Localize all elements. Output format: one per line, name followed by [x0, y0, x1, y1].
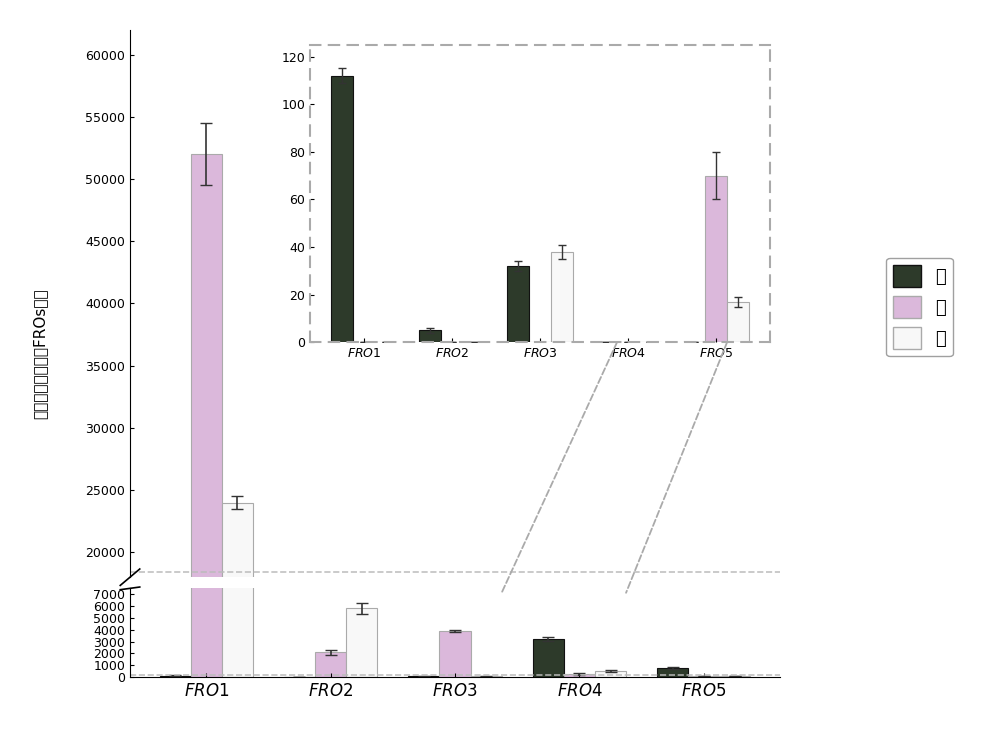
Bar [439, 631, 471, 677]
Bar [533, 639, 564, 677]
Bar [315, 652, 346, 677]
Bar [331, 76, 353, 342]
Bar [727, 302, 749, 342]
Bar [346, 609, 377, 677]
Bar [507, 266, 529, 342]
Bar [705, 176, 727, 342]
Bar [222, 502, 253, 744]
Legend: 根, 茎, 叶: 根, 茎, 叶 [886, 257, 953, 356]
Bar [688, 676, 719, 677]
Bar [719, 676, 750, 677]
Bar [191, 62, 222, 677]
Bar [160, 676, 191, 677]
Bar [419, 330, 441, 342]
Bar [564, 674, 595, 677]
Bar [657, 668, 688, 677]
Bar [346, 729, 377, 744]
Bar [222, 394, 253, 677]
Bar [191, 154, 222, 744]
Text: 每百万看家基因中FROs数目: 每百万看家基因中FROs数目 [32, 288, 48, 419]
Bar [551, 251, 573, 342]
Bar [595, 671, 626, 677]
